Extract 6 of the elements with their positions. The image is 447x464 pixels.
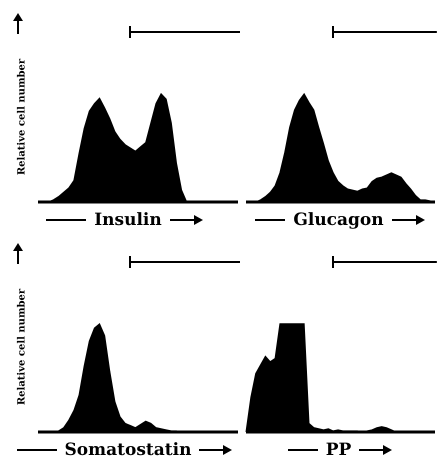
x-axis-title: Glucagon xyxy=(293,210,384,230)
x-axis-title: Somatostatin xyxy=(64,440,192,460)
y-axis-title: Relative cell number xyxy=(16,288,28,406)
x-axis-title: Insulin xyxy=(94,210,162,230)
x-axis-title: PP xyxy=(326,440,352,460)
y-axis-title: Relative cell number xyxy=(16,58,28,176)
